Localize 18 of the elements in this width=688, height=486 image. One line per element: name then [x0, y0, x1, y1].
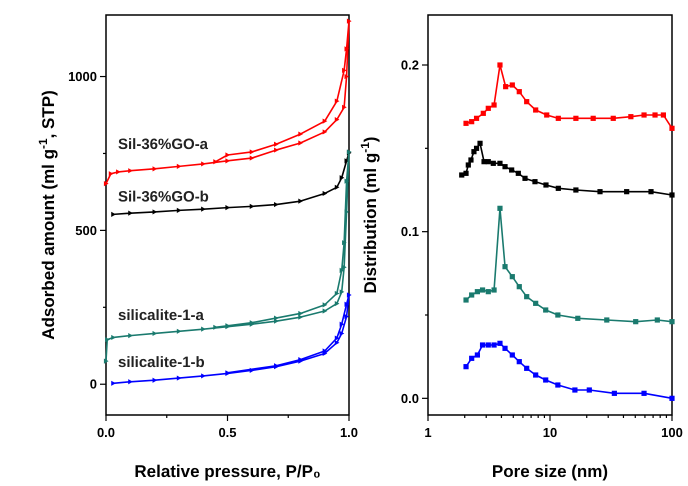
y-tick-label: 0.1: [400, 224, 419, 240]
x-tick-label: 1.0: [340, 425, 358, 440]
x-tick-label: 1: [424, 425, 432, 440]
y-tick-label: 0.2: [400, 58, 419, 72]
x-tick-label: 0.0: [96, 425, 116, 440]
y-tick-label: 0.0: [400, 390, 419, 406]
series-label: Sil-36%GO-b: [118, 188, 209, 206]
series-label: silicalite-1-b: [118, 354, 205, 371]
series-label: Sil-36%GO-a: [118, 136, 209, 153]
x-tick-label: 0.5: [218, 425, 237, 440]
series-label: silicalite-1-a: [118, 306, 205, 324]
x-tick-label: 10: [542, 425, 558, 440]
x-axis-title: Relative pressure, P/P₀: [134, 462, 321, 481]
y-tick-label: 500: [75, 222, 97, 238]
y-tick-label: 0: [90, 376, 97, 392]
y-tick-label: 1000: [68, 69, 97, 84]
x-axis-title: Pore size (nm): [492, 462, 608, 481]
x-tick-label: 100: [661, 425, 683, 440]
